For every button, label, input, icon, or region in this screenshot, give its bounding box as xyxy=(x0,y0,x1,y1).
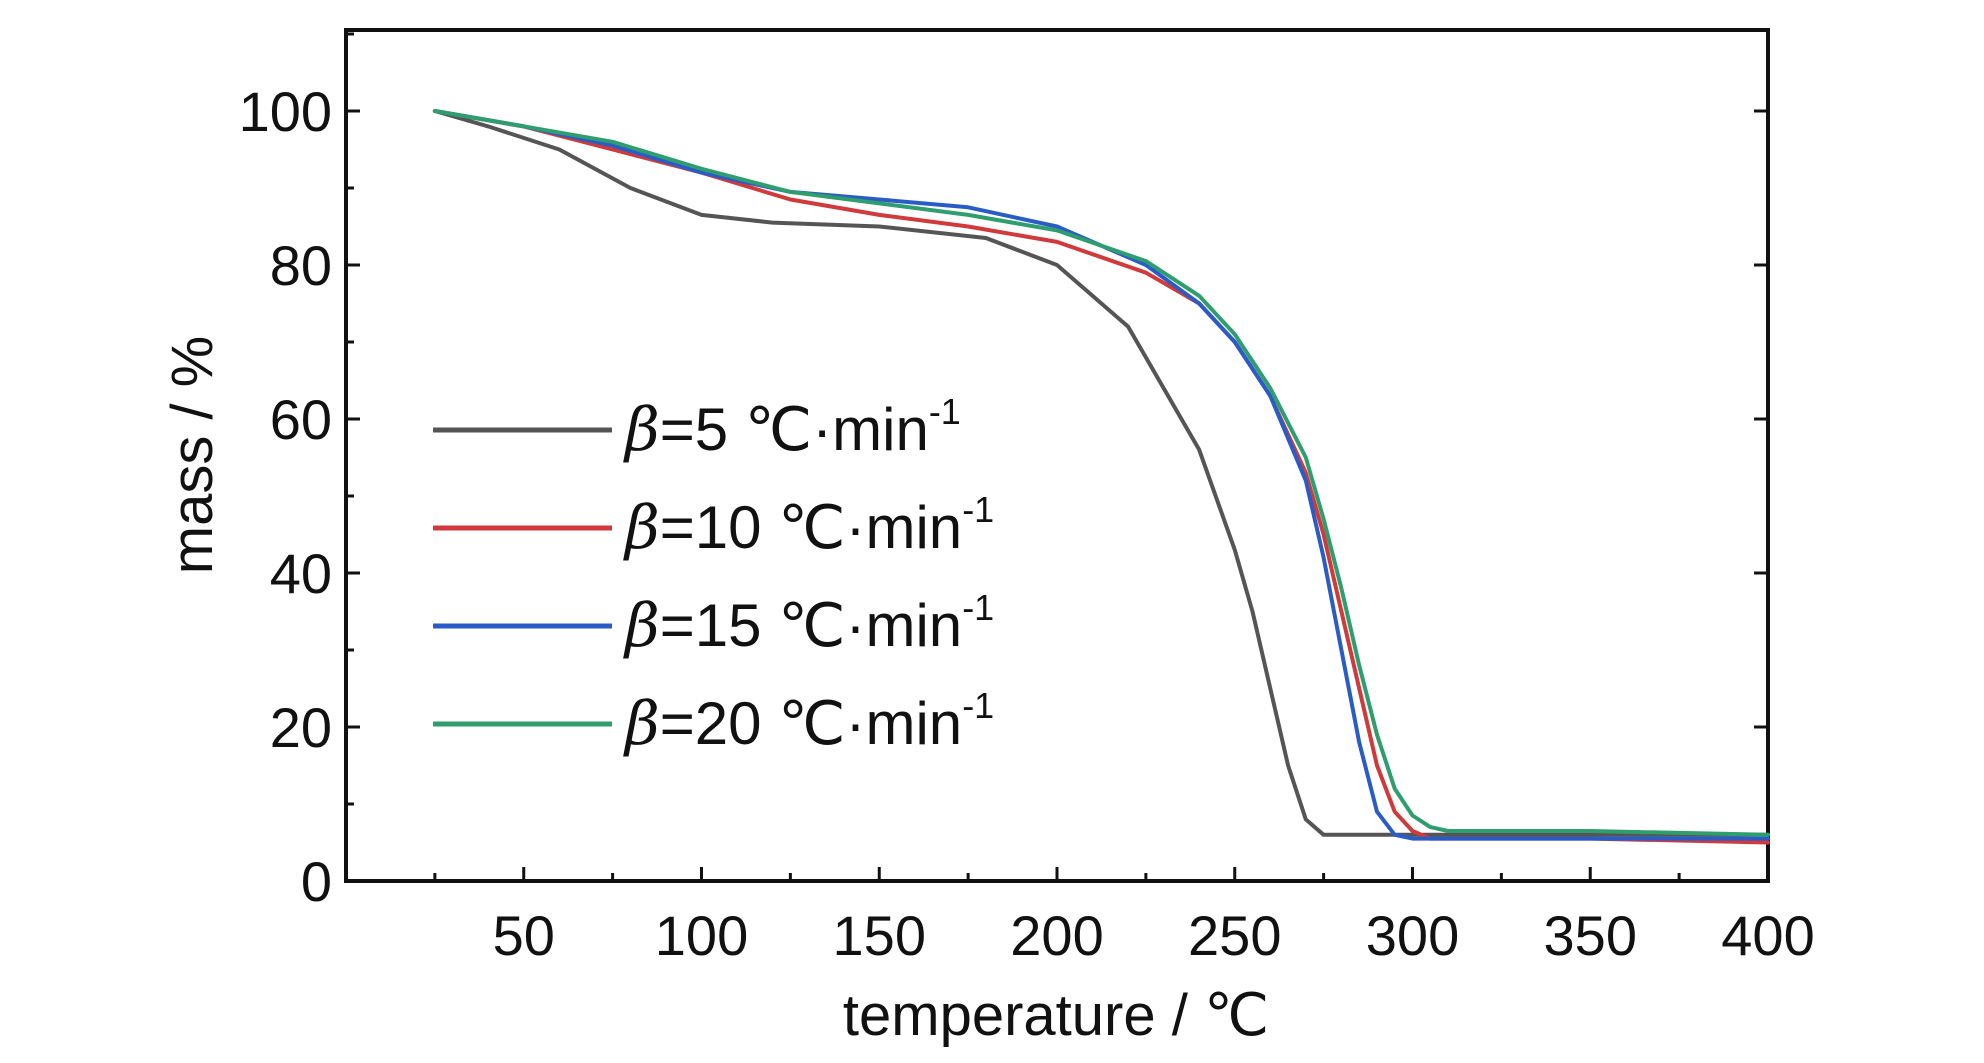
x-tick-label: 100 xyxy=(655,904,748,967)
y-tick-label: 60 xyxy=(270,388,332,451)
y-tick-label: 100 xyxy=(239,80,332,143)
series-line-1 xyxy=(432,109,1770,837)
x-tick-label: 300 xyxy=(1366,904,1459,967)
y-tick-label: 40 xyxy=(270,542,332,605)
x-axis-title: temperature / ℃ xyxy=(843,983,1269,1048)
y-tick-label: 80 xyxy=(270,234,332,297)
x-tick-label: 150 xyxy=(833,904,926,967)
series-line-4 xyxy=(432,109,1770,837)
series-line-3 xyxy=(432,109,1770,841)
x-tick-label: 400 xyxy=(1721,904,1814,967)
plot-frame xyxy=(344,28,1770,883)
y-tick-label: 20 xyxy=(270,696,332,759)
legend-label-2: β=10 ℃·min-1 xyxy=(623,489,994,563)
legend-label-4: β=20 ℃·min-1 xyxy=(623,685,994,759)
series-lines xyxy=(432,109,1770,845)
x-tick-label: 350 xyxy=(1544,904,1637,967)
y-tick-label: 0 xyxy=(301,850,332,913)
y-axis-ticks: 0 20 40 60 80 100 xyxy=(239,32,1768,913)
x-tick-label: 250 xyxy=(1188,904,1281,967)
x-axis-ticks: 50 100 150 200 250 300 350 400 xyxy=(433,867,1815,967)
legend: β=5 ℃·min-1 β=10 ℃·min-1 β=15 ℃·min-1 β=20 … xyxy=(433,391,994,759)
x-tick-label: 50 xyxy=(493,904,555,967)
legend-label-1: β=5 ℃·min-1 xyxy=(623,391,961,465)
legend-label-3: β=15 ℃·min-1 xyxy=(623,587,994,661)
y-axis-title: mass / % xyxy=(160,336,225,575)
x-tick-label: 200 xyxy=(1010,904,1103,967)
